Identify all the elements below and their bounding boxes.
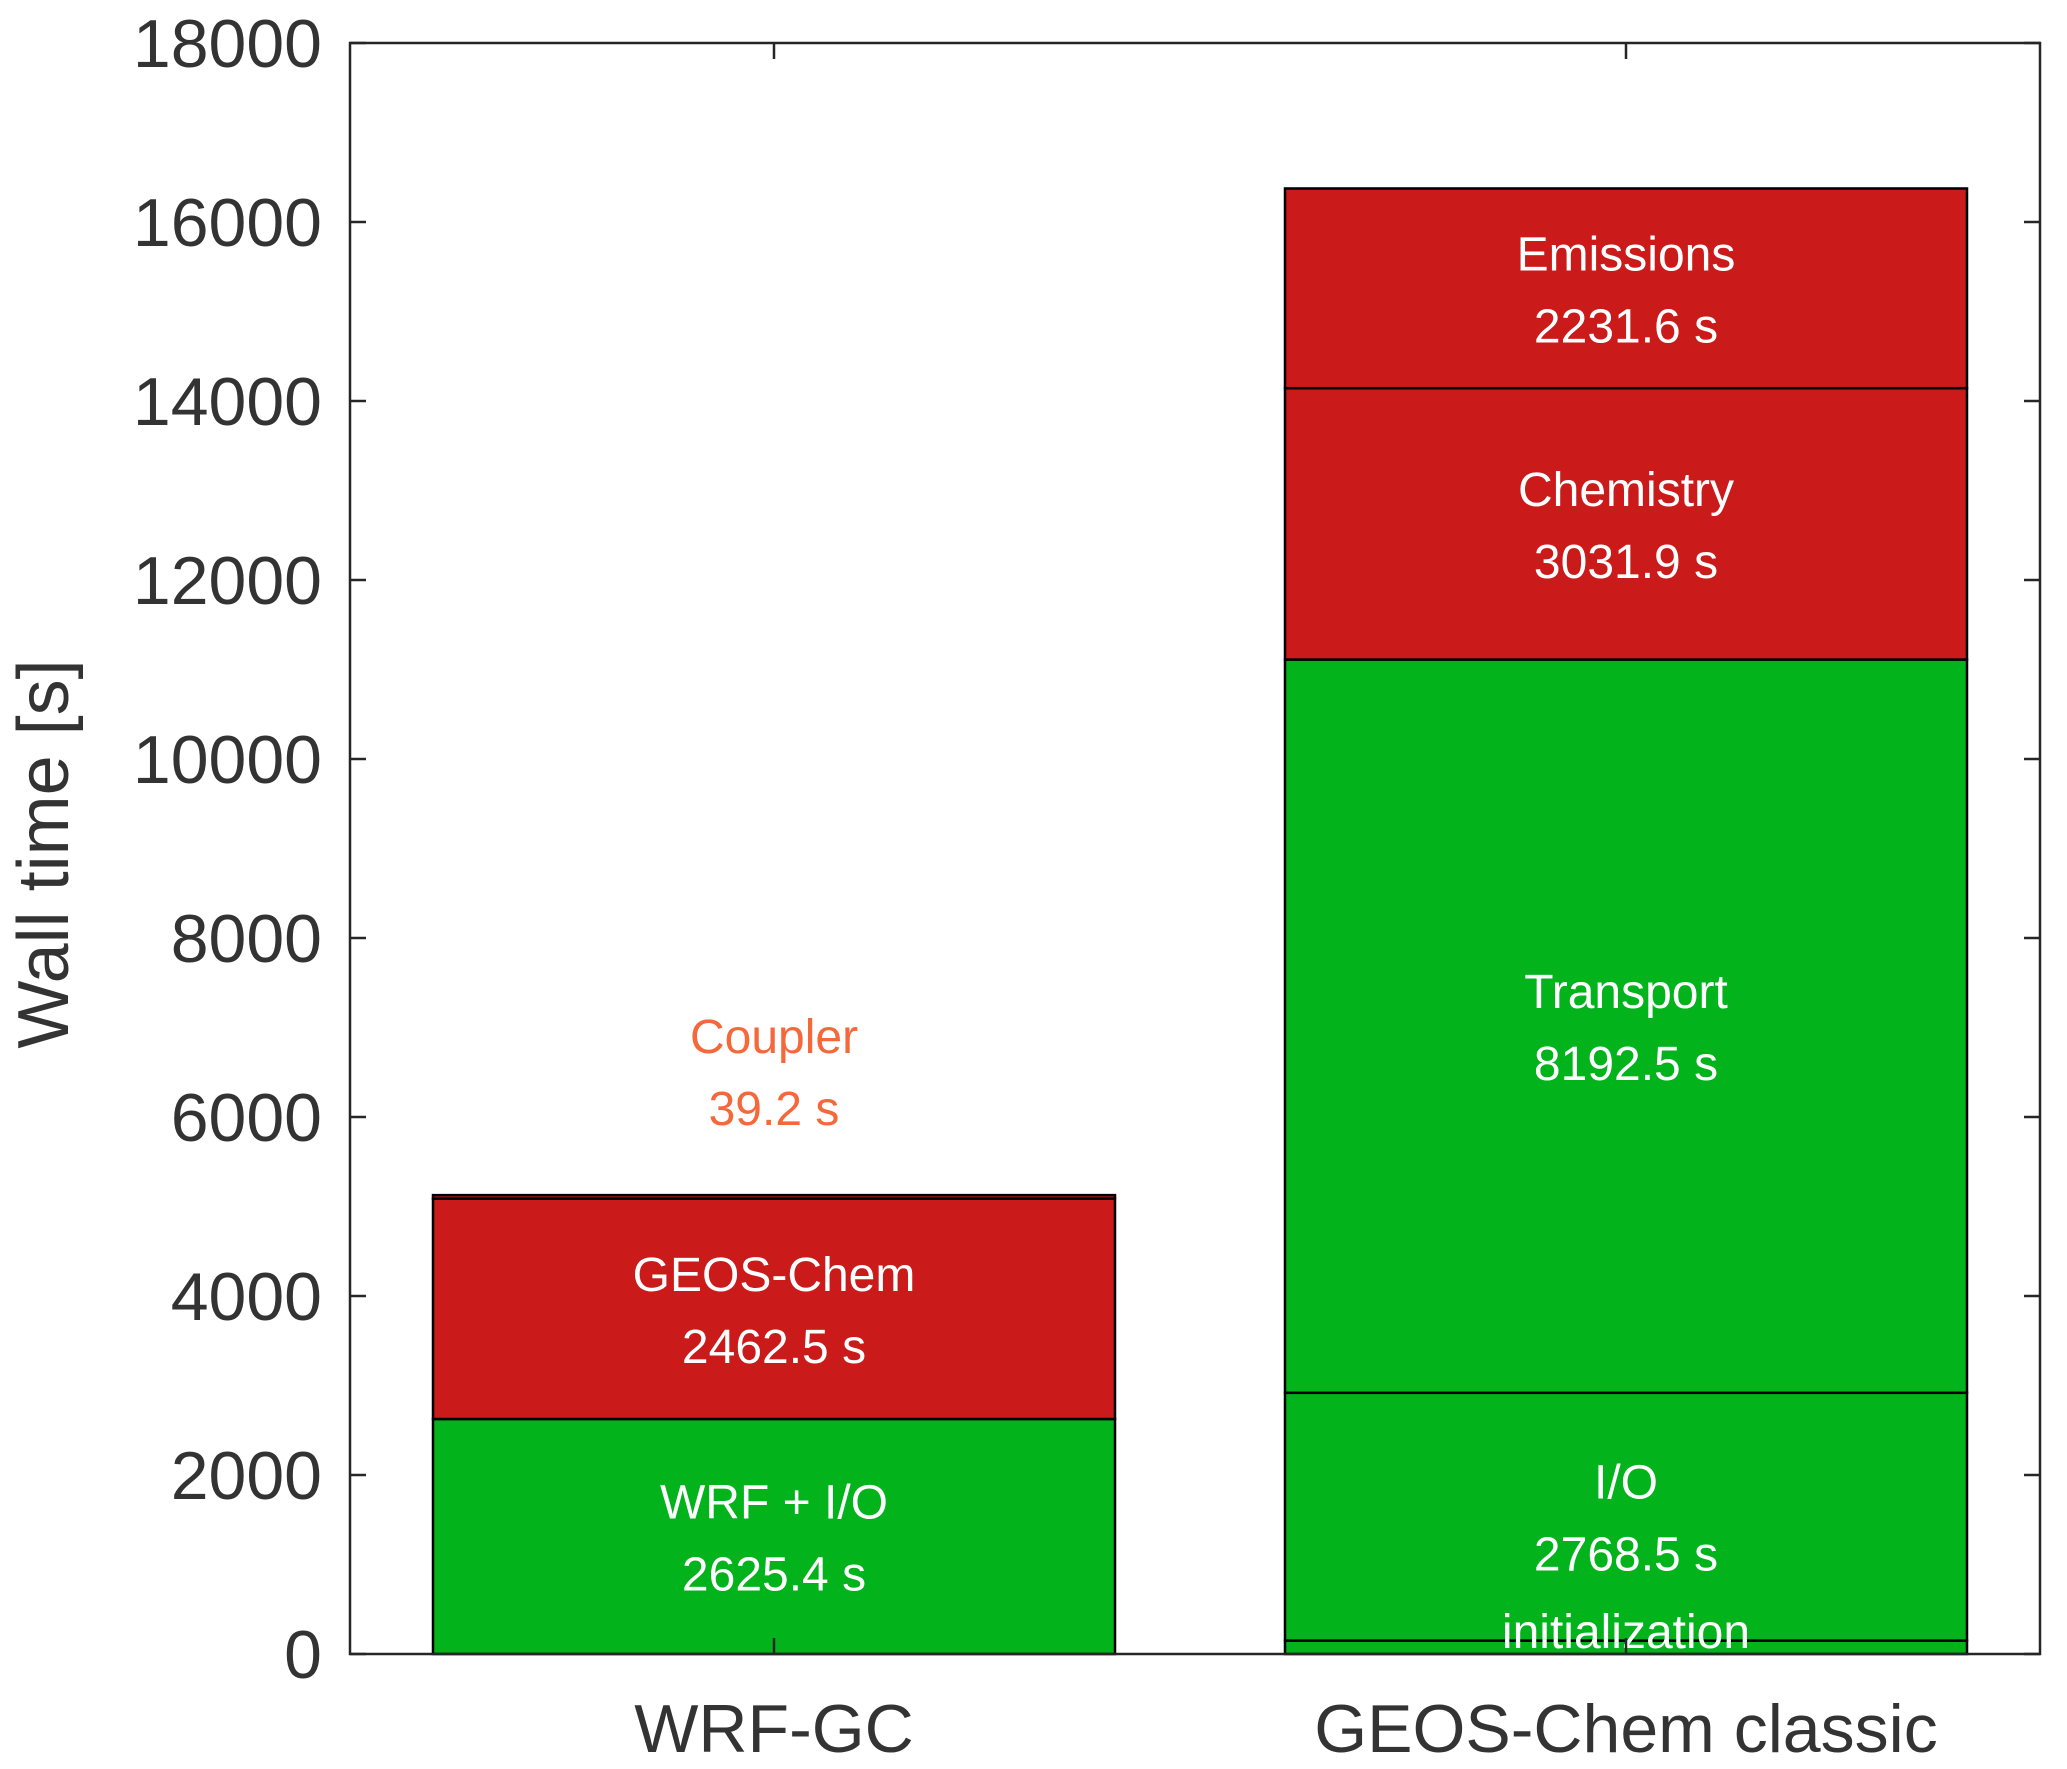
segment-label-geos-chem-classic-i-o: I/O — [1594, 1457, 1658, 1510]
x-tick-label-wrf-gc: WRF-GC — [634, 1691, 913, 1767]
segment-value-geos-chem-classic-chemistry: 3031.9 s — [1534, 536, 1718, 589]
y-tick-label: 16000 — [133, 185, 322, 261]
segment-label-geos-chem-classic-transport: Transport — [1524, 966, 1728, 1019]
axes: 0 2000 4000 6000 8000 10000 12000 14000 16000 180… — [133, 6, 2042, 1767]
segment-value-geos-chem-classic-emissions: 2231.6 s — [1534, 300, 1718, 353]
segment-value-geos-chem-classic-transport: 8192.5 s — [1534, 1038, 1718, 1091]
segment-label-geos-chem-classic-emissions: Emissions — [1517, 228, 1736, 281]
x-tick-label-geos-chem-classic: GEOS-Chem classic — [1314, 1691, 1937, 1767]
bar-segment-geos-chem-classic-emissions — [1283, 187, 1969, 390]
bar-segment-wrf-gc-wrf-i-o — [431, 1417, 1117, 1656]
y-tick-label: 0 — [284, 1617, 322, 1693]
y-tick-label: 18000 — [133, 6, 322, 82]
segment-value-geos-chem-classic-i-o: 2768.5 s — [1534, 1529, 1718, 1582]
bar-segment-wrf-gc-geos-chem — [431, 1197, 1117, 1421]
plot-frame — [348, 41, 2042, 1656]
y-tick-label: 12000 — [133, 543, 322, 619]
segment-label-geos-chem-classic-chemistry: Chemistry — [1518, 464, 1734, 517]
bar-segment-geos-chem-classic-chemistry — [1283, 386, 1969, 661]
segment-label-wrf-gc-wrf-i-o: WRF + I/O — [660, 1477, 888, 1530]
segment-label-wrf-gc-coupler: Coupler — [690, 1011, 858, 1064]
y-tick-label: 4000 — [171, 1259, 322, 1335]
segment-value-wrf-gc-wrf-i-o: 2625.4 s — [682, 1549, 866, 1602]
bars-layer — [431, 187, 1969, 1656]
segment-label-wrf-gc-geos-chem: GEOS-Chem — [633, 1249, 916, 1302]
y-axis-label: Wall time [s] — [4, 659, 84, 1048]
y-tick-label: 10000 — [133, 722, 322, 798]
bar-segment-geos-chem-classic-transport — [1283, 658, 1969, 1395]
bar-segment-wrf-gc-coupler — [431, 1193, 1117, 1200]
y-tick-label: 8000 — [171, 901, 322, 977]
y-tick-label: 14000 — [133, 364, 322, 440]
bar-segment-geos-chem-classic-i-o — [1283, 1391, 1969, 1642]
segment-value-wrf-gc-coupler: 39.2 s — [709, 1083, 840, 1136]
y-tick-label: 2000 — [171, 1438, 322, 1514]
y-tick-label: 6000 — [171, 1080, 322, 1156]
segment-value-wrf-gc-geos-chem: 2462.5 s — [682, 1321, 866, 1374]
